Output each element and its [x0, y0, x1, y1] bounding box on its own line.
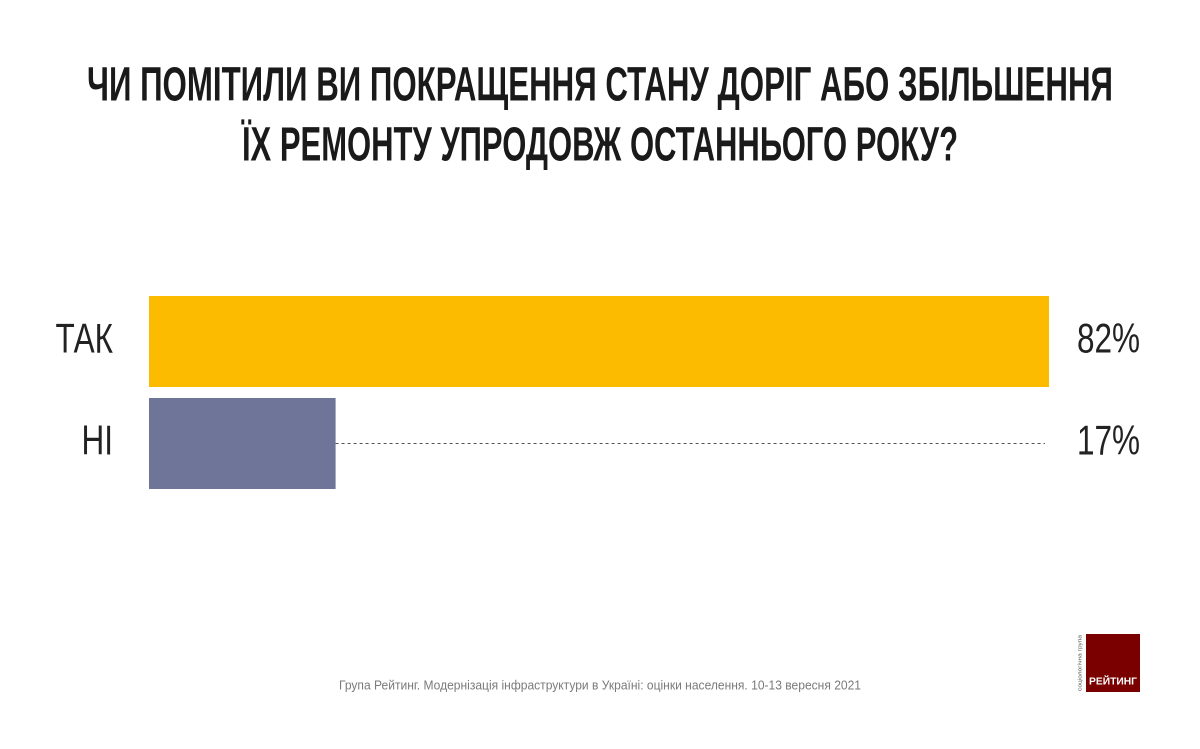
chart-title: ЇХ РЕМОНТУ УПРОДОВЖ ОСТАННЬОГО РОКУ?	[241, 119, 958, 172]
value-label: 17%	[1077, 416, 1140, 464]
logo-box	[1086, 634, 1140, 692]
logo-name: РЕЙТИНГ	[1089, 675, 1137, 688]
value-label: 82%	[1077, 314, 1140, 362]
source-note: Група Рейтинг. Модернізація інфраструкту…	[339, 678, 861, 692]
category-label: ТАК	[55, 314, 113, 362]
logo-tagline: соціологічна група	[1077, 635, 1083, 691]
bar	[149, 296, 1049, 387]
category-label: НІ	[81, 416, 113, 464]
bar	[149, 398, 336, 489]
chart-title: ЧИ ПОМІТИЛИ ВИ ПОКРАЩЕННЯ СТАНУ ДОРІГ АБ…	[87, 59, 1113, 112]
